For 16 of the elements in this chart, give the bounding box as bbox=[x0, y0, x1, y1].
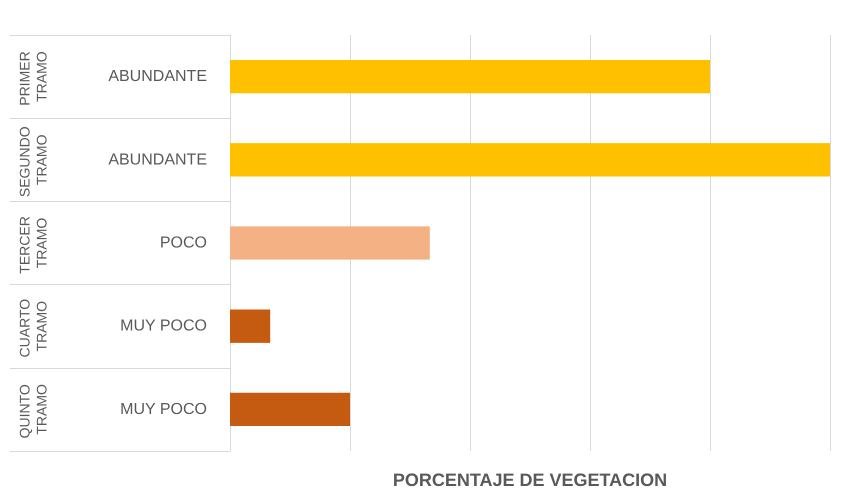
text: MUY POCO bbox=[120, 318, 207, 335]
text: POCO bbox=[160, 234, 207, 252]
bar bbox=[230, 392, 350, 426]
bar bbox=[230, 310, 270, 343]
text: MUY POCO bbox=[120, 400, 207, 418]
bar bbox=[230, 143, 830, 176]
y-tick-label: TERCER TRAMO bbox=[16, 212, 50, 274]
bar bbox=[230, 226, 430, 260]
y-tick-label: SEGUNDO TRAMO bbox=[16, 122, 50, 198]
x-axis-title: PORCENTAJE DE VEGETACION bbox=[392, 470, 668, 490]
text: ABUNDANTE bbox=[108, 68, 207, 86]
y-tick-label: PRIMER TRAMO bbox=[16, 47, 50, 106]
y-tick-label: CUARTO TRAMO bbox=[16, 294, 50, 358]
text: ABUNDANTE bbox=[108, 151, 207, 168]
y-tick-label: QUINTO TRAMO bbox=[16, 380, 50, 438]
bar bbox=[230, 60, 710, 94]
